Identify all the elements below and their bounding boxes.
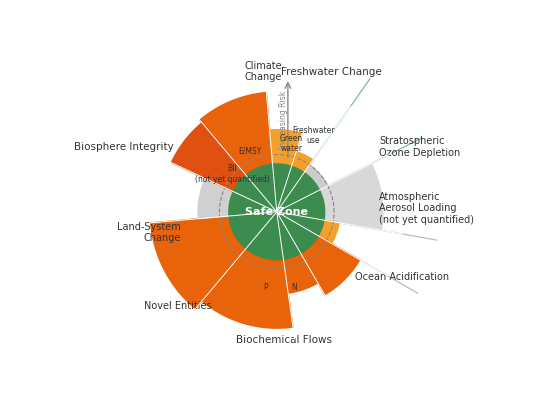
Polygon shape (198, 178, 233, 219)
Text: Climate
Change: Climate Change (244, 61, 282, 82)
Text: Land-System
Change: Land-System Change (117, 222, 181, 243)
Text: Freshwater Change: Freshwater Change (281, 67, 382, 76)
Text: Biosphere Integrity: Biosphere Integrity (75, 142, 174, 152)
Text: Ocean Acidification: Ocean Acidification (355, 272, 450, 282)
Polygon shape (320, 164, 383, 230)
Text: Novel Entities: Novel Entities (144, 301, 212, 311)
Polygon shape (200, 92, 273, 175)
Polygon shape (301, 236, 360, 295)
Text: Atmospheric
Aerosol Loading
(not yet quantified): Atmospheric Aerosol Loading (not yet qua… (380, 192, 474, 225)
Text: P: P (264, 283, 268, 291)
Text: Increasing Risk: Increasing Risk (279, 90, 288, 149)
Polygon shape (269, 130, 302, 166)
Text: Stratospheric
Ozone Depletion: Stratospheric Ozone Depletion (380, 136, 461, 158)
Text: Green
water: Green water (280, 134, 303, 153)
Polygon shape (171, 123, 246, 192)
Text: E/MSY: E/MSY (239, 147, 262, 156)
Polygon shape (318, 220, 339, 243)
Text: BII
(not yet quantified): BII (not yet quantified) (195, 164, 269, 184)
Text: Safe Zone: Safe Zone (245, 207, 308, 217)
Text: Biochemical Flows: Biochemical Flows (235, 335, 332, 345)
Polygon shape (284, 253, 318, 293)
Polygon shape (304, 165, 328, 190)
Polygon shape (151, 216, 246, 309)
Polygon shape (202, 249, 293, 328)
Polygon shape (292, 152, 313, 173)
Text: Freshwater
use: Freshwater use (292, 126, 335, 145)
Polygon shape (229, 164, 325, 260)
Text: N: N (291, 283, 297, 291)
